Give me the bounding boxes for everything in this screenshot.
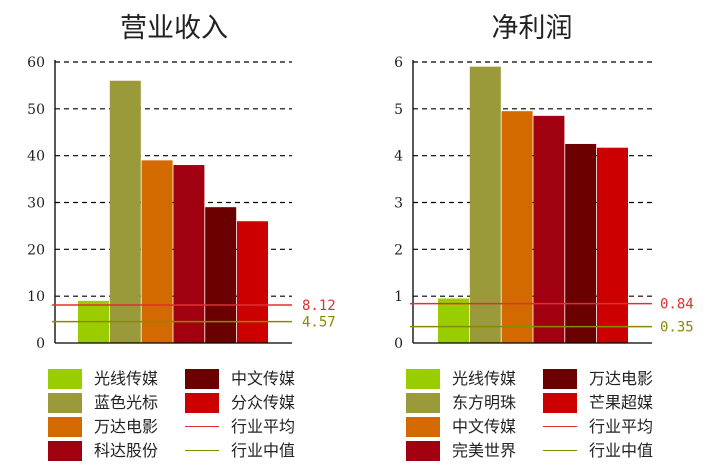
bar [109, 80, 141, 343]
legend-label: 东方明珠 [452, 393, 517, 412]
legend-label: 蓝色光标 [94, 393, 159, 412]
y-tick-label: 6 [394, 55, 403, 71]
legend-label: 光线传媒 [94, 369, 159, 388]
bar [173, 165, 205, 343]
reference-line-label: 4.57 [302, 315, 336, 331]
bar [141, 160, 173, 343]
legend-line-swatch [185, 450, 219, 451]
legend-label: 行业中值 [231, 441, 296, 460]
legend-swatch [48, 393, 82, 413]
y-tick-label: 3 [394, 196, 403, 212]
legend-label: 完美世界 [452, 441, 517, 460]
y-tick-label: 20 [27, 242, 45, 258]
legend-label: 中文传媒 [452, 417, 517, 436]
chart-title-revenue: 营业收入 [120, 13, 228, 44]
bar [469, 66, 501, 343]
legend-line-swatch [543, 426, 577, 427]
y-tick-label: 40 [27, 149, 45, 165]
bar [237, 221, 268, 343]
y-tick-label: 4 [394, 149, 403, 165]
legend-net-profit: 光线传媒 东方明珠 中文传媒 完美世界 万达电影 芒果超媒 行业平均 行业中值 [406, 368, 706, 463]
y-tick-label: 0 [36, 336, 45, 352]
y-tick-label: 60 [27, 55, 45, 71]
legend-label: 万达电影 [589, 369, 654, 388]
legend-swatch [406, 393, 440, 413]
bar [438, 298, 469, 343]
bar [565, 143, 597, 343]
legend-label: 光线传媒 [452, 369, 517, 388]
y-tick-label: 1 [394, 289, 403, 305]
legend-swatch [406, 441, 440, 461]
reference-line-label: 0.84 [660, 297, 694, 313]
y-tick-label: 0 [394, 336, 403, 352]
legend-swatch [406, 417, 440, 437]
bar [597, 147, 628, 343]
legend-swatch [185, 393, 219, 413]
y-tick-label: 10 [27, 289, 45, 305]
legend-swatch [185, 369, 219, 389]
legend-label: 分众传媒 [231, 393, 296, 412]
legend-swatch [543, 393, 577, 413]
y-tick-label: 30 [27, 196, 45, 212]
legend-label: 芒果超媒 [589, 393, 654, 412]
legend-line-swatch [185, 426, 219, 427]
legend-swatch [48, 369, 82, 389]
reference-line-label: 8.12 [302, 298, 336, 314]
legend-label: 科达股份 [94, 441, 159, 460]
chart-title-net-profit: 净利润 [491, 13, 573, 44]
legend-revenue: 光线传媒 蓝色光标 万达电影 科达股份 中文传媒 分众传媒 行业平均 行业中值 [48, 368, 348, 463]
bar [205, 207, 237, 343]
legend-line-swatch [543, 450, 577, 451]
y-tick-label: 2 [394, 242, 403, 258]
legend-label: 行业中值 [589, 441, 654, 460]
legend-label: 行业平均 [231, 417, 296, 436]
legend-swatch [48, 417, 82, 437]
legend-label: 中文传媒 [231, 369, 296, 388]
legend-label: 万达电影 [94, 417, 159, 436]
legend-swatch [48, 441, 82, 461]
y-tick-label: 5 [394, 102, 403, 118]
bar [501, 111, 533, 343]
bar [533, 115, 565, 343]
legend-swatch [543, 369, 577, 389]
legend-swatch [406, 369, 440, 389]
y-tick-label: 50 [27, 102, 45, 118]
legend-label: 行业平均 [589, 417, 654, 436]
reference-line-label: 0.35 [660, 320, 694, 336]
